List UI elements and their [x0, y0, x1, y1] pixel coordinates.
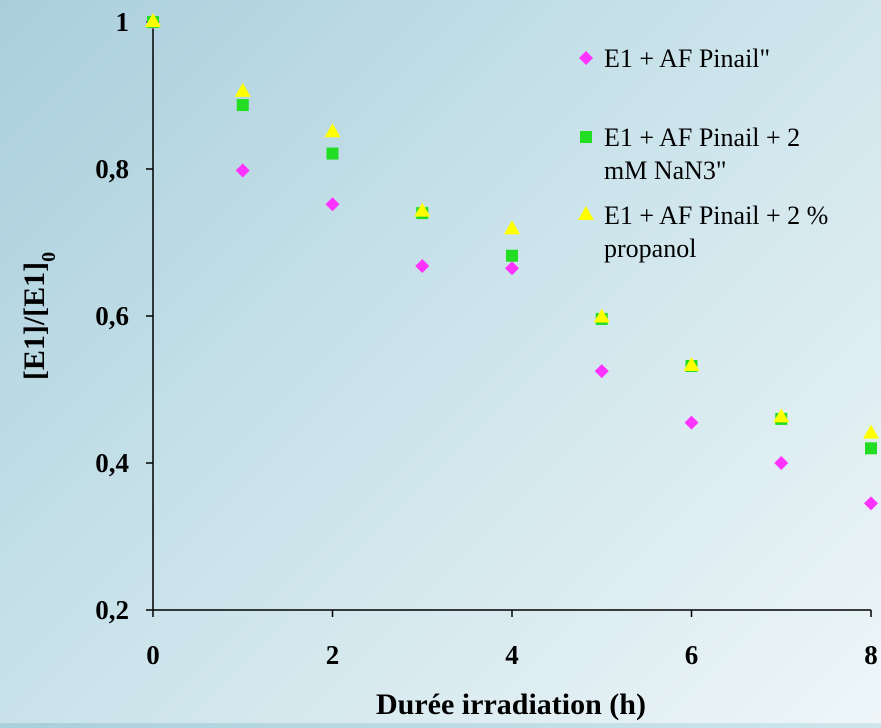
y-tick-label: 0,6 — [95, 301, 129, 331]
axes — [152, 22, 871, 611]
y-tick-label: 0,4 — [95, 448, 129, 478]
y-tick-label: 0,2 — [95, 595, 129, 625]
plot-area — [153, 22, 871, 610]
x-tick-label: 0 — [146, 640, 160, 670]
data-point-triangle — [414, 202, 431, 217]
data-point-triangle — [863, 424, 879, 439]
data-point-diamond — [594, 364, 609, 379]
series-3 — [145, 13, 879, 439]
y-tick-label: 1 — [116, 7, 130, 37]
data-marks — [145, 13, 879, 511]
data-point-triangle — [324, 123, 341, 138]
data-point-triangle — [504, 220, 520, 235]
legend-item-2: E1 + AF Pinail + 2 mM NaN3" — [580, 123, 800, 185]
ticks: 0 2 4 6 8 0,2 0,4 0,6 0,8 1 — [95, 7, 878, 670]
series-1 — [146, 15, 878, 511]
x-tick-label: 4 — [505, 640, 519, 670]
x-tick-label: 6 — [685, 640, 699, 670]
data-point-diamond — [684, 415, 699, 430]
legend-marker-square — [580, 131, 592, 143]
data-point-diamond — [235, 163, 250, 178]
data-point-square — [236, 99, 249, 112]
x-tick-label: 8 — [864, 640, 878, 670]
y-axis-title: [E1]/[E1]0 — [18, 252, 60, 380]
data-point-diamond — [415, 259, 430, 274]
data-point-triangle — [593, 308, 610, 323]
legend-label: E1 + AF Pinail + 2 % propanol — [604, 201, 828, 263]
data-point-diamond — [864, 496, 878, 511]
y-tick-label: 0,8 — [95, 154, 129, 184]
legend-item-3: E1 + AF Pinail + 2 % propanol — [578, 201, 828, 263]
data-point-square — [865, 442, 877, 455]
x-tick-label: 2 — [326, 640, 340, 670]
series-2 — [147, 16, 877, 455]
legend: E1 + AF Pinail" E1 + AF Pinail + 2 mM NaN3… — [578, 44, 828, 263]
data-point-diamond — [325, 197, 340, 212]
data-point-triangle — [773, 408, 790, 423]
data-point-triangle — [145, 13, 161, 27]
legend-item-1: E1 + AF Pinail" — [579, 44, 770, 73]
data-point-square — [326, 147, 339, 160]
legend-marker-diamond — [579, 51, 593, 65]
data-point-square — [506, 249, 518, 262]
legend-label: E1 + AF Pinail + 2 mM NaN3" — [604, 123, 800, 185]
legend-label: E1 + AF Pinail" — [604, 44, 770, 73]
data-point-diamond — [505, 261, 519, 276]
x-axis-title: Durée irradiation (h) — [376, 688, 646, 721]
data-point-triangle — [234, 82, 251, 97]
data-point-diamond — [774, 456, 789, 470]
legend-marker-triangle — [578, 206, 594, 220]
data-point-triangle — [683, 356, 700, 371]
